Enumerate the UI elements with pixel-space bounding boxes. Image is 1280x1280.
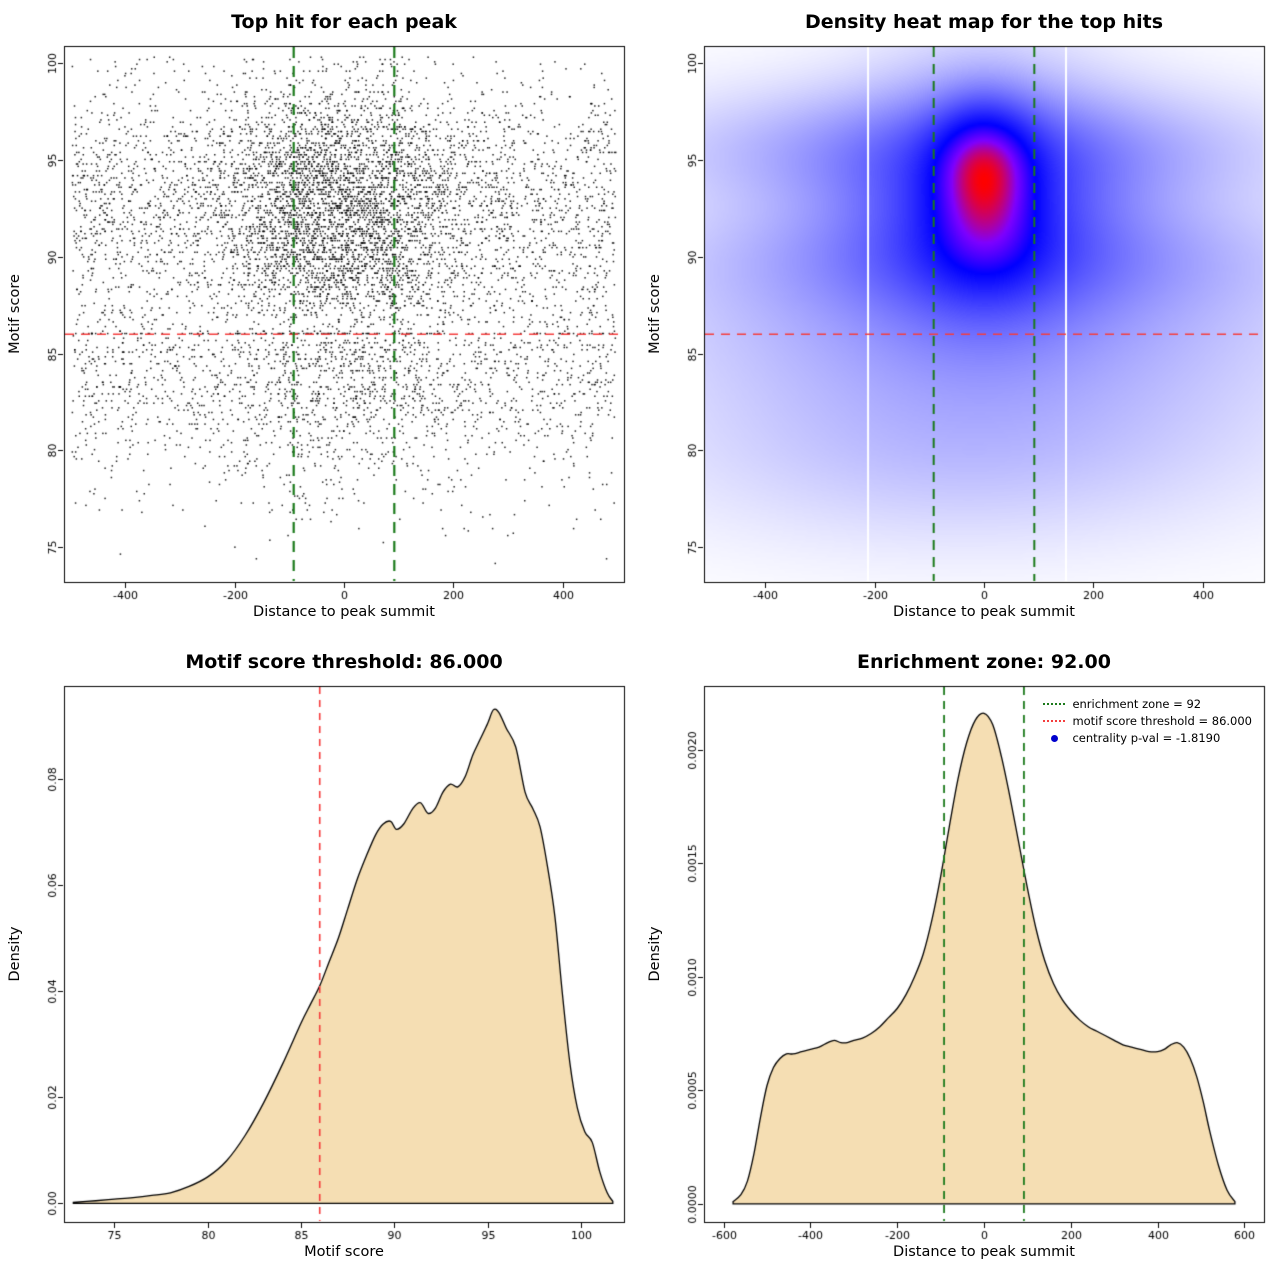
blue-dot-icon <box>1043 734 1065 742</box>
y-axis-label: Motif score <box>647 274 663 354</box>
panel-distance-density: Enrichment zone: 92.00 Distance to peak … <box>640 640 1280 1280</box>
x-axis-label: Motif score <box>304 1244 384 1260</box>
panel-title: Top hit for each peak <box>231 11 457 33</box>
heatmap-canvas <box>640 0 1280 640</box>
red-dotted-line-icon <box>1043 720 1066 722</box>
panel-title: Motif score threshold: 86.000 <box>185 651 503 673</box>
legend-item-enrichment-zone: enrichment zone = 92 <box>1043 697 1252 711</box>
motif-score-density-canvas <box>0 640 640 1280</box>
legend: enrichment zone = 92 motif score thresho… <box>1043 694 1252 748</box>
panel-density-heatmap: Density heat map for the top hits Distan… <box>640 0 1280 640</box>
legend-label: enrichment zone = 92 <box>1072 697 1202 711</box>
distance-density-canvas <box>640 640 1280 1280</box>
legend-label: motif score threshold = 86.000 <box>1072 714 1252 728</box>
scatter-plot-canvas <box>0 0 640 640</box>
green-dotted-line-icon <box>1043 703 1066 705</box>
panel-title: Density heat map for the top hits <box>804 11 1164 33</box>
x-axis-label: Distance to peak summit <box>893 604 1075 620</box>
panel-motif-score-density: Motif score threshold: 86.000 Motif scor… <box>0 640 640 1280</box>
legend-label: centrality p-val = -1.8190 <box>1072 731 1221 745</box>
panel-scatter-top-hits: Top hit for each peak Distance to peak s… <box>0 0 640 640</box>
y-axis-label: Motif score <box>7 274 23 354</box>
legend-item-centrality-pval: centrality p-val = -1.8190 <box>1043 731 1252 745</box>
y-axis-label: Density <box>7 926 23 982</box>
x-axis-label: Distance to peak summit <box>893 1244 1075 1260</box>
panel-title: Enrichment zone: 92.00 <box>857 651 1111 673</box>
y-axis-label: Density <box>647 926 663 982</box>
x-axis-label: Distance to peak summit <box>253 604 435 620</box>
legend-item-motif-threshold: motif score threshold = 86.000 <box>1043 714 1252 728</box>
